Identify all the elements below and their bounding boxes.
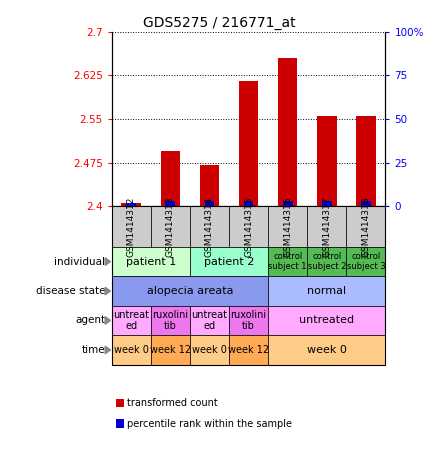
Bar xyxy=(346,247,385,276)
Bar xyxy=(112,306,151,335)
Bar xyxy=(268,306,385,335)
Bar xyxy=(121,203,141,206)
Text: untreated: untreated xyxy=(299,315,354,326)
Bar xyxy=(346,206,385,247)
Polygon shape xyxy=(105,258,110,265)
Text: GSM1414313: GSM1414313 xyxy=(166,196,175,257)
Bar xyxy=(356,116,376,206)
Text: normal: normal xyxy=(307,286,346,296)
Text: ruxolini
tib: ruxolini tib xyxy=(230,310,267,331)
Bar xyxy=(239,81,258,206)
Bar xyxy=(229,335,268,365)
Text: GSM1414318: GSM1414318 xyxy=(361,196,371,257)
Text: GSM1414312: GSM1414312 xyxy=(127,196,136,257)
Polygon shape xyxy=(105,346,110,354)
Bar xyxy=(151,206,190,247)
Text: GSM1414315: GSM1414315 xyxy=(244,196,253,257)
Bar xyxy=(278,58,297,206)
Text: week 0: week 0 xyxy=(192,345,227,355)
Text: individual: individual xyxy=(54,256,105,267)
Text: percentile rank within the sample: percentile rank within the sample xyxy=(127,419,293,429)
Text: ruxolini
tib: ruxolini tib xyxy=(152,310,188,331)
Bar xyxy=(307,247,346,276)
Bar xyxy=(161,151,180,206)
Bar xyxy=(317,116,336,206)
Text: GSM1414316: GSM1414316 xyxy=(283,196,292,257)
Text: GSM1414314: GSM1414314 xyxy=(205,196,214,257)
Bar xyxy=(126,202,136,206)
Bar xyxy=(361,201,371,206)
Polygon shape xyxy=(105,317,110,324)
Text: transformed count: transformed count xyxy=(127,398,218,408)
Bar xyxy=(322,201,332,206)
Bar xyxy=(205,201,214,206)
Text: control
subject 2: control subject 2 xyxy=(307,252,346,271)
Text: alopecia areata: alopecia areata xyxy=(147,286,233,296)
Text: week 12: week 12 xyxy=(228,345,269,355)
Text: untreat
ed: untreat ed xyxy=(191,310,227,331)
Bar xyxy=(283,201,293,206)
Text: untreat
ed: untreat ed xyxy=(113,310,149,331)
Text: week 0: week 0 xyxy=(307,345,347,355)
Bar xyxy=(190,306,229,335)
Bar xyxy=(151,306,190,335)
Text: disease state: disease state xyxy=(35,286,105,296)
Bar xyxy=(307,206,346,247)
Text: control
subject 1: control subject 1 xyxy=(268,252,307,271)
Text: time: time xyxy=(81,345,105,355)
Bar xyxy=(229,206,268,247)
Bar xyxy=(112,335,151,365)
Bar xyxy=(190,206,229,247)
Text: control
subject 3: control subject 3 xyxy=(346,252,385,271)
Bar xyxy=(166,201,175,206)
Bar xyxy=(190,335,229,365)
Bar xyxy=(244,201,254,206)
Text: week 0: week 0 xyxy=(114,345,148,355)
Bar xyxy=(112,206,151,247)
Text: patient 1: patient 1 xyxy=(126,256,176,267)
Text: GSM1414317: GSM1414317 xyxy=(322,196,331,257)
Bar xyxy=(268,206,307,247)
Text: agent: agent xyxy=(75,315,105,326)
Text: GDS5275 / 216771_at: GDS5275 / 216771_at xyxy=(143,16,295,30)
Bar xyxy=(112,276,268,306)
Bar xyxy=(116,399,124,407)
Text: patient 2: patient 2 xyxy=(204,256,254,267)
Bar xyxy=(200,165,219,206)
Bar xyxy=(268,276,385,306)
Bar xyxy=(229,306,268,335)
Polygon shape xyxy=(105,287,110,295)
Text: week 12: week 12 xyxy=(150,345,191,355)
Bar xyxy=(151,335,190,365)
Bar xyxy=(112,247,190,276)
Bar xyxy=(190,247,268,276)
Bar xyxy=(268,247,307,276)
Bar xyxy=(112,206,385,365)
Bar xyxy=(268,335,385,365)
Bar xyxy=(116,419,124,428)
